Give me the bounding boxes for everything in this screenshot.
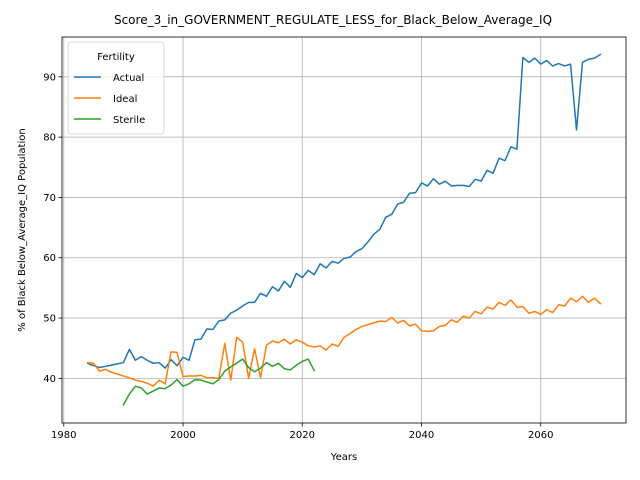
legend-box — [67, 41, 165, 135]
legend-label-actual: Actual — [113, 73, 144, 84]
series-layer — [86, 53, 602, 406]
y-tick-label: 40 — [43, 374, 56, 385]
series-line-actual — [86, 53, 602, 369]
series-line-ideal — [86, 295, 602, 387]
x-tick-label: 2000 — [170, 430, 195, 441]
legend-label-sterile: Sterile — [113, 115, 145, 126]
legend: Fertility Actual Ideal Sterile — [67, 41, 165, 135]
y-tick-label: 60 — [43, 253, 56, 264]
plot-frame — [61, 36, 627, 424]
y-axis-label: % of Black Below_Average_IQ Population — [17, 128, 28, 331]
y-tick-label: 50 — [43, 314, 56, 325]
x-tick-label: 1980 — [51, 430, 76, 441]
chart-title: Score_3_in_GOVERNMENT_REGULATE_LESS_for_… — [114, 13, 552, 27]
legend-title: Fertility — [97, 52, 135, 63]
series-line-sterile — [122, 358, 316, 406]
x-axis: 1980 2000 2020 2040 2060 — [51, 423, 553, 441]
y-tick-label: 80 — [43, 133, 56, 144]
y-axis: 40 50 60 70 80 90 — [43, 72, 62, 385]
x-tick-label: 2040 — [409, 430, 434, 441]
y-tick-label: 70 — [43, 193, 56, 204]
x-tick-label: 2060 — [528, 430, 553, 441]
x-tick-label: 2020 — [290, 430, 315, 441]
legend-label-ideal: Ideal — [113, 94, 137, 105]
x-axis-label: Years — [330, 452, 357, 463]
y-tick-label: 90 — [43, 72, 56, 83]
